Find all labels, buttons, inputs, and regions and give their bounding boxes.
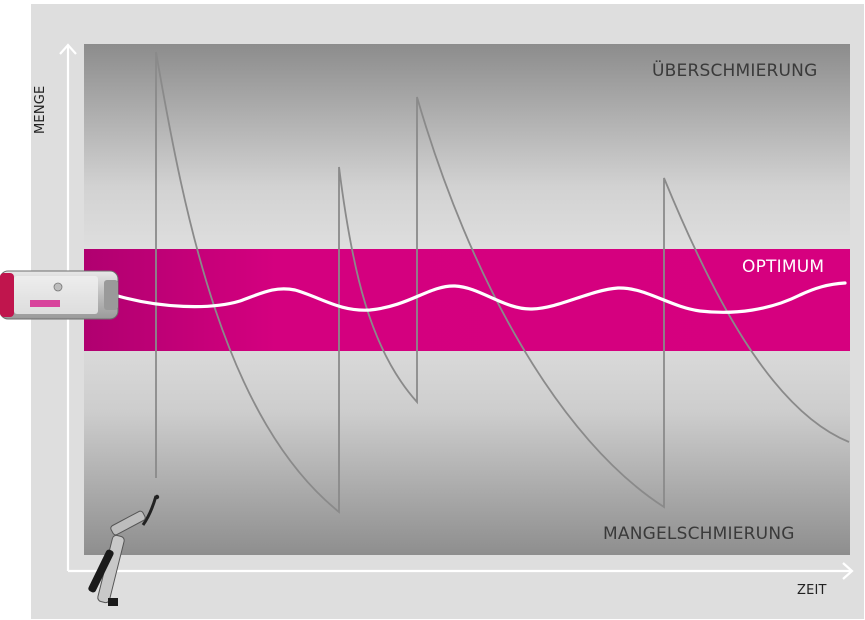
automatic-lubrication-curve: [116, 281, 847, 314]
grease-gun-icon: [88, 494, 160, 606]
x-axis-label: ZEIT: [797, 583, 827, 598]
manual-lubrication-curve: [155, 51, 850, 514]
y-axis-label: MENGE: [33, 85, 48, 134]
x-axis-arrow: [842, 562, 854, 580]
y-axis-arrow: [59, 43, 77, 55]
optimum-band: [84, 249, 850, 351]
under-lubrication-label: MANGELSCHMIERUNG: [603, 524, 795, 544]
lubricator-icon: [0, 270, 119, 320]
optimum-label: OPTIMUM: [742, 257, 825, 277]
over-lubrication-label: ÜBERSCHMIERUNG: [652, 61, 818, 81]
